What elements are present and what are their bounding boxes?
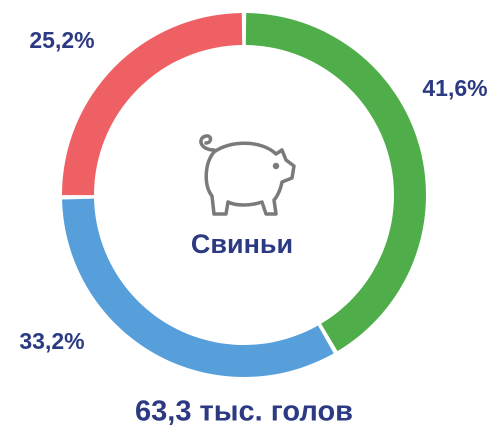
value-label: 41,6% bbox=[422, 75, 487, 101]
total-label: 63,3 тыс. голов bbox=[135, 396, 353, 428]
center-label: Свиньи bbox=[191, 229, 293, 259]
donut-segment bbox=[62, 198, 334, 377]
donut-segment bbox=[62, 13, 243, 196]
value-label: 33,2% bbox=[19, 328, 84, 354]
value-label: 25,2% bbox=[29, 27, 94, 53]
donut-segment bbox=[245, 13, 427, 352]
pig-icon bbox=[199, 134, 296, 216]
